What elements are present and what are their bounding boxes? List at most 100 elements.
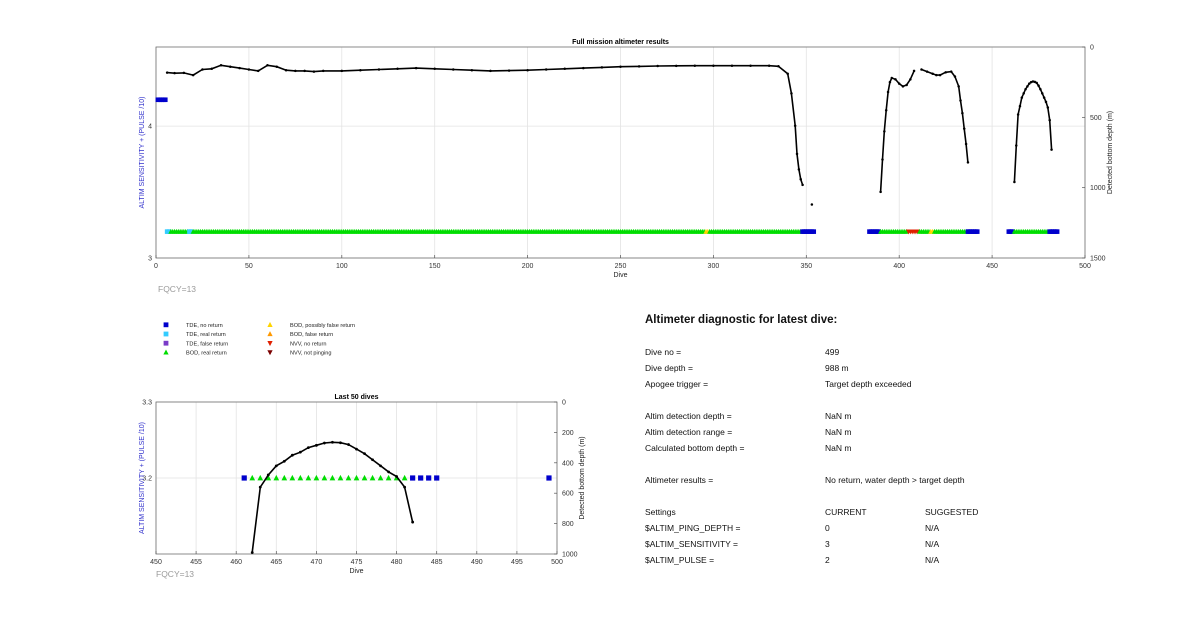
setting-suggested: N/A bbox=[925, 523, 940, 533]
main-chart-depth-point bbox=[884, 109, 888, 112]
zoom-chart-marker bbox=[345, 474, 352, 481]
zoom-chart-depth-point bbox=[379, 464, 382, 468]
zoom-chart-marker bbox=[273, 474, 280, 481]
main-chart-depth-point bbox=[1015, 144, 1018, 147]
zoom-chart-depth-point bbox=[363, 452, 366, 456]
main-chart-depth-point bbox=[238, 66, 241, 70]
main-chart-depth-point bbox=[901, 85, 905, 88]
main-chart-depth-point bbox=[266, 64, 269, 67]
main-chart-xtick-label: 150 bbox=[429, 263, 441, 270]
diag-value: No return, water depth > target depth bbox=[825, 475, 965, 485]
zoom-chart-y2tick-label: 200 bbox=[562, 430, 574, 437]
main-chart-marker bbox=[974, 229, 980, 234]
main-chart-depth-point bbox=[938, 73, 942, 77]
legend-marker bbox=[267, 331, 273, 337]
main-chart-markers bbox=[155, 97, 1060, 235]
zoom-chart-marker bbox=[337, 474, 344, 481]
main-chart-depth-point bbox=[909, 78, 912, 81]
zoom-chart-y2tick-label: 0 bbox=[562, 400, 566, 407]
zoom-chart-xtick-label: 490 bbox=[471, 559, 483, 566]
main-chart-depth-point bbox=[1024, 87, 1027, 91]
main-chart-depth-point bbox=[1035, 81, 1038, 85]
main-chart-depth-point bbox=[886, 90, 890, 94]
main-chart-xtick-label: 300 bbox=[708, 263, 720, 270]
main-chart-ytick-label: 3 bbox=[148, 256, 152, 263]
zoom-chart-depth-point bbox=[347, 443, 350, 446]
diag-label: Altim detection depth = bbox=[645, 411, 732, 421]
zoom-chart-marker bbox=[249, 474, 256, 481]
main-chart-depth-point bbox=[949, 70, 953, 73]
zoom-chart-ylabel: ALTIM SENSITIVITY + (PULSE /10) bbox=[139, 422, 146, 534]
main-chart-depth-point bbox=[210, 67, 213, 71]
main-chart-xtick-label: 400 bbox=[893, 263, 905, 270]
zoom-chart-depth-point bbox=[395, 475, 398, 478]
zoom-chart-marker bbox=[361, 474, 368, 481]
settings-header-label: Settings bbox=[645, 507, 676, 517]
main-chart-depth-point bbox=[340, 69, 344, 73]
legend-marker bbox=[163, 340, 169, 346]
legend-item: NVV, not pinging bbox=[267, 350, 331, 357]
main-chart-y2tick-label: 0 bbox=[1090, 45, 1094, 52]
zoom-chart-marker bbox=[377, 474, 384, 481]
zoom-chart-marker bbox=[353, 474, 360, 481]
main-chart-depth-point bbox=[1050, 148, 1053, 151]
main-chart-depth-point bbox=[582, 66, 585, 70]
main-chart-depth-point bbox=[1048, 118, 1051, 122]
zoom-chart-depth-point bbox=[290, 453, 294, 457]
zoom-chart-marker bbox=[313, 474, 320, 481]
main-chart-depth-point bbox=[1013, 180, 1016, 184]
main-chart-depth-point bbox=[712, 64, 715, 67]
zoom-chart-marker bbox=[369, 474, 376, 481]
main-chart-depth-point bbox=[1028, 82, 1031, 85]
zoom-chart-depth-point bbox=[250, 551, 254, 554]
main-chart-depth-point bbox=[786, 72, 789, 75]
main-chart-depth-point bbox=[1046, 106, 1050, 109]
zoom-chart-marker bbox=[426, 475, 432, 481]
setting-row-pulse: $ALTIM_PULSE = 2 N/A bbox=[645, 552, 1185, 568]
legend-label: NVV, not pinging bbox=[290, 351, 331, 357]
main-chart-depth-point bbox=[377, 68, 381, 71]
main-chart-depth-point bbox=[191, 73, 195, 77]
diag-label: Apogee trigger = bbox=[645, 379, 709, 389]
zoom-chart-xtick-label: 480 bbox=[391, 559, 403, 566]
zoom-chart-marker bbox=[281, 474, 288, 481]
main-chart-depth-point bbox=[912, 69, 916, 73]
main-chart-xtick-label: 100 bbox=[336, 263, 348, 270]
main-chart-depth-point bbox=[959, 99, 962, 102]
main-chart-depth-point bbox=[544, 68, 548, 71]
main-chart-depth-point bbox=[890, 76, 894, 80]
zoom-chart-marker bbox=[410, 475, 416, 481]
legend-label: NVV, no return bbox=[290, 341, 327, 347]
zoom-chart-depth-point bbox=[403, 485, 407, 489]
main-chart-depth-point bbox=[953, 75, 957, 78]
main-chart-depth-point bbox=[359, 68, 362, 72]
main-chart-depth-point bbox=[801, 183, 804, 187]
main-chart-depth-point bbox=[1020, 96, 1024, 99]
legend-label: TDE, real return bbox=[186, 332, 226, 338]
main-chart-depth-point bbox=[1016, 113, 1020, 116]
diag-value: Target depth exceeded bbox=[825, 379, 912, 389]
legend-item: BOD, possibly false return bbox=[267, 321, 355, 329]
diag-label: Dive no = bbox=[645, 347, 682, 357]
main-chart-depth-point bbox=[294, 69, 297, 73]
zoom-chart-depth-point bbox=[266, 473, 270, 477]
main-chart-depth-point bbox=[656, 64, 659, 68]
zoom-chart-xtick-label: 475 bbox=[351, 559, 363, 566]
zoom-chart-title: Last 50 dives bbox=[335, 394, 379, 401]
setting-row-sensitivity: $ALTIM_SENSITIVITY = 3 N/A bbox=[645, 536, 1185, 552]
main-chart-depth-point bbox=[182, 71, 186, 75]
main-chart-ytick-label: 4 bbox=[148, 124, 152, 131]
main-chart-depth-point bbox=[1018, 104, 1022, 108]
zoom-chart-marker bbox=[257, 474, 264, 481]
main-chart-y2tick-label: 1000 bbox=[1090, 185, 1106, 192]
main-chart-depth-point bbox=[526, 68, 529, 72]
main-chart-xtick-label: 50 bbox=[245, 263, 253, 270]
settings-header: Settings CURRENT SUGGESTED bbox=[645, 504, 1185, 520]
zoom-chart-depth-point bbox=[371, 458, 374, 462]
main-chart-depth-point bbox=[489, 69, 492, 73]
zoom-chart-depth-point bbox=[315, 443, 318, 447]
main-chart-depth-point bbox=[619, 65, 622, 68]
main-chart-depth-point bbox=[1033, 80, 1037, 84]
main-chart-depth-point bbox=[452, 68, 455, 71]
main-chart-depth-point bbox=[767, 64, 771, 67]
